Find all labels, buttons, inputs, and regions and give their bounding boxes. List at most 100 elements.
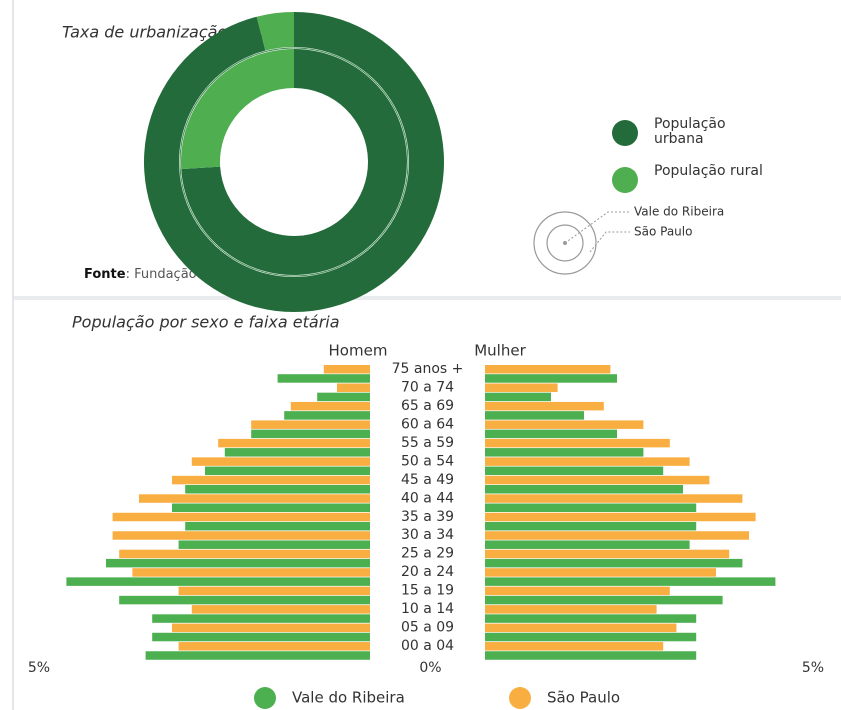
age-label: 65 a 69 — [401, 398, 454, 414]
bar — [485, 438, 670, 448]
bar — [178, 586, 370, 596]
bar — [485, 531, 749, 540]
bar — [485, 605, 657, 614]
bar — [485, 494, 743, 503]
bar — [485, 392, 551, 402]
bar — [485, 365, 611, 374]
legend-label: Vale do Ribeira — [292, 689, 405, 707]
bar — [172, 503, 370, 512]
bar — [485, 642, 664, 651]
age-label: 05 a 09 — [401, 620, 454, 636]
age-label: 35 a 39 — [401, 509, 454, 525]
bar — [112, 531, 370, 540]
bar — [485, 401, 604, 411]
bar — [132, 568, 370, 577]
donut-segment — [181, 49, 294, 170]
bar — [485, 475, 710, 485]
bar — [185, 485, 370, 494]
legend-swatch — [254, 687, 276, 709]
legend-swatch — [509, 687, 531, 709]
bar — [152, 632, 370, 642]
bar — [191, 605, 370, 614]
bar — [485, 466, 664, 476]
ring-legend-label: Vale do Ribeira — [634, 205, 724, 219]
donut-segment — [256, 12, 294, 51]
bar — [485, 411, 584, 420]
age-label: 40 a 44 — [401, 490, 454, 506]
bar — [485, 549, 730, 559]
bar — [485, 632, 697, 642]
age-label: 75 anos + — [392, 361, 464, 377]
x-tick-label: 5% — [802, 660, 824, 676]
bar — [485, 457, 690, 466]
right-label: Mulher — [474, 342, 526, 360]
bar — [218, 438, 370, 448]
source-label: Fonte — [84, 267, 126, 282]
legend-label: População rural — [654, 163, 763, 179]
legend-label: São Paulo — [547, 689, 620, 707]
x-tick-label: 0% — [419, 660, 441, 676]
ring-legend-icon — [533, 211, 630, 275]
bar — [485, 374, 617, 383]
legend-swatch — [612, 120, 638, 146]
age-label: 00 a 04 — [401, 638, 454, 654]
bar — [485, 558, 743, 568]
bar — [323, 365, 370, 374]
bar — [224, 448, 370, 457]
ring-legend-label: São Paulo — [634, 225, 692, 239]
age-label: 15 a 19 — [401, 583, 454, 599]
bar — [178, 540, 370, 549]
bar — [277, 374, 370, 383]
age-label: 45 a 49 — [401, 472, 454, 488]
bar — [337, 383, 370, 392]
bar — [485, 448, 644, 457]
bar — [485, 429, 617, 439]
ring-divider — [179, 47, 409, 277]
bar — [290, 401, 370, 411]
bar — [119, 595, 370, 605]
bar — [485, 623, 677, 633]
bar — [139, 494, 370, 503]
bar — [485, 383, 558, 392]
age-label: 70 a 74 — [401, 379, 454, 395]
bar — [205, 466, 370, 476]
bar — [119, 549, 370, 559]
bar — [112, 512, 370, 522]
age-label: 20 a 24 — [401, 564, 454, 580]
donut-segment — [181, 49, 407, 275]
age-label: 30 a 34 — [401, 527, 454, 543]
bar — [172, 623, 370, 633]
age-label: 50 a 54 — [401, 453, 454, 469]
pyramid-title: População por sexo e faixa etária — [72, 313, 340, 332]
left-label: Homem — [329, 342, 388, 360]
bar — [485, 512, 756, 522]
age-label: 60 a 64 — [401, 416, 454, 432]
bar — [191, 457, 370, 466]
age-label: 25 a 29 — [401, 546, 454, 562]
bar — [485, 586, 670, 596]
left-border — [12, 0, 14, 710]
bar — [185, 521, 370, 531]
bar — [485, 503, 697, 512]
legend-label: População urbana — [654, 116, 726, 147]
legend-swatch — [612, 167, 638, 193]
bar — [251, 420, 370, 429]
x-tick-label: 5% — [28, 660, 50, 676]
bar — [152, 614, 370, 623]
bar — [251, 429, 370, 439]
age-label: 55 a 59 — [401, 435, 454, 451]
bar — [485, 568, 716, 577]
bar — [485, 521, 697, 531]
bar — [485, 577, 776, 586]
bar — [485, 540, 690, 549]
bar — [485, 614, 697, 623]
bar — [66, 577, 371, 586]
bar — [178, 642, 370, 651]
bar — [485, 485, 683, 494]
bar — [284, 411, 370, 420]
bar — [485, 420, 644, 429]
bar — [106, 558, 370, 568]
bar — [317, 392, 370, 402]
